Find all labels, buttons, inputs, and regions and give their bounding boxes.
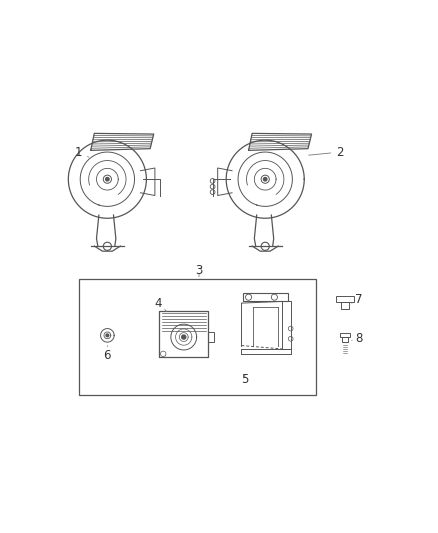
Bar	[208, 332, 215, 342]
Text: 4: 4	[155, 296, 167, 312]
Bar	[342, 337, 348, 343]
Text: 6: 6	[104, 345, 111, 362]
Text: 2: 2	[309, 146, 344, 158]
Bar	[341, 302, 349, 309]
Text: 3: 3	[195, 264, 203, 277]
Bar	[244, 293, 288, 302]
Circle shape	[264, 177, 267, 181]
Circle shape	[106, 334, 109, 337]
Text: 8: 8	[352, 332, 362, 345]
Bar	[78, 279, 316, 395]
Text: 7: 7	[352, 293, 362, 306]
Circle shape	[106, 177, 109, 181]
Bar	[159, 311, 208, 357]
Bar	[336, 296, 354, 302]
Text: 5: 5	[241, 373, 248, 386]
Bar	[340, 333, 350, 337]
Text: 1: 1	[75, 146, 88, 158]
Circle shape	[182, 335, 186, 339]
Bar	[282, 302, 291, 349]
